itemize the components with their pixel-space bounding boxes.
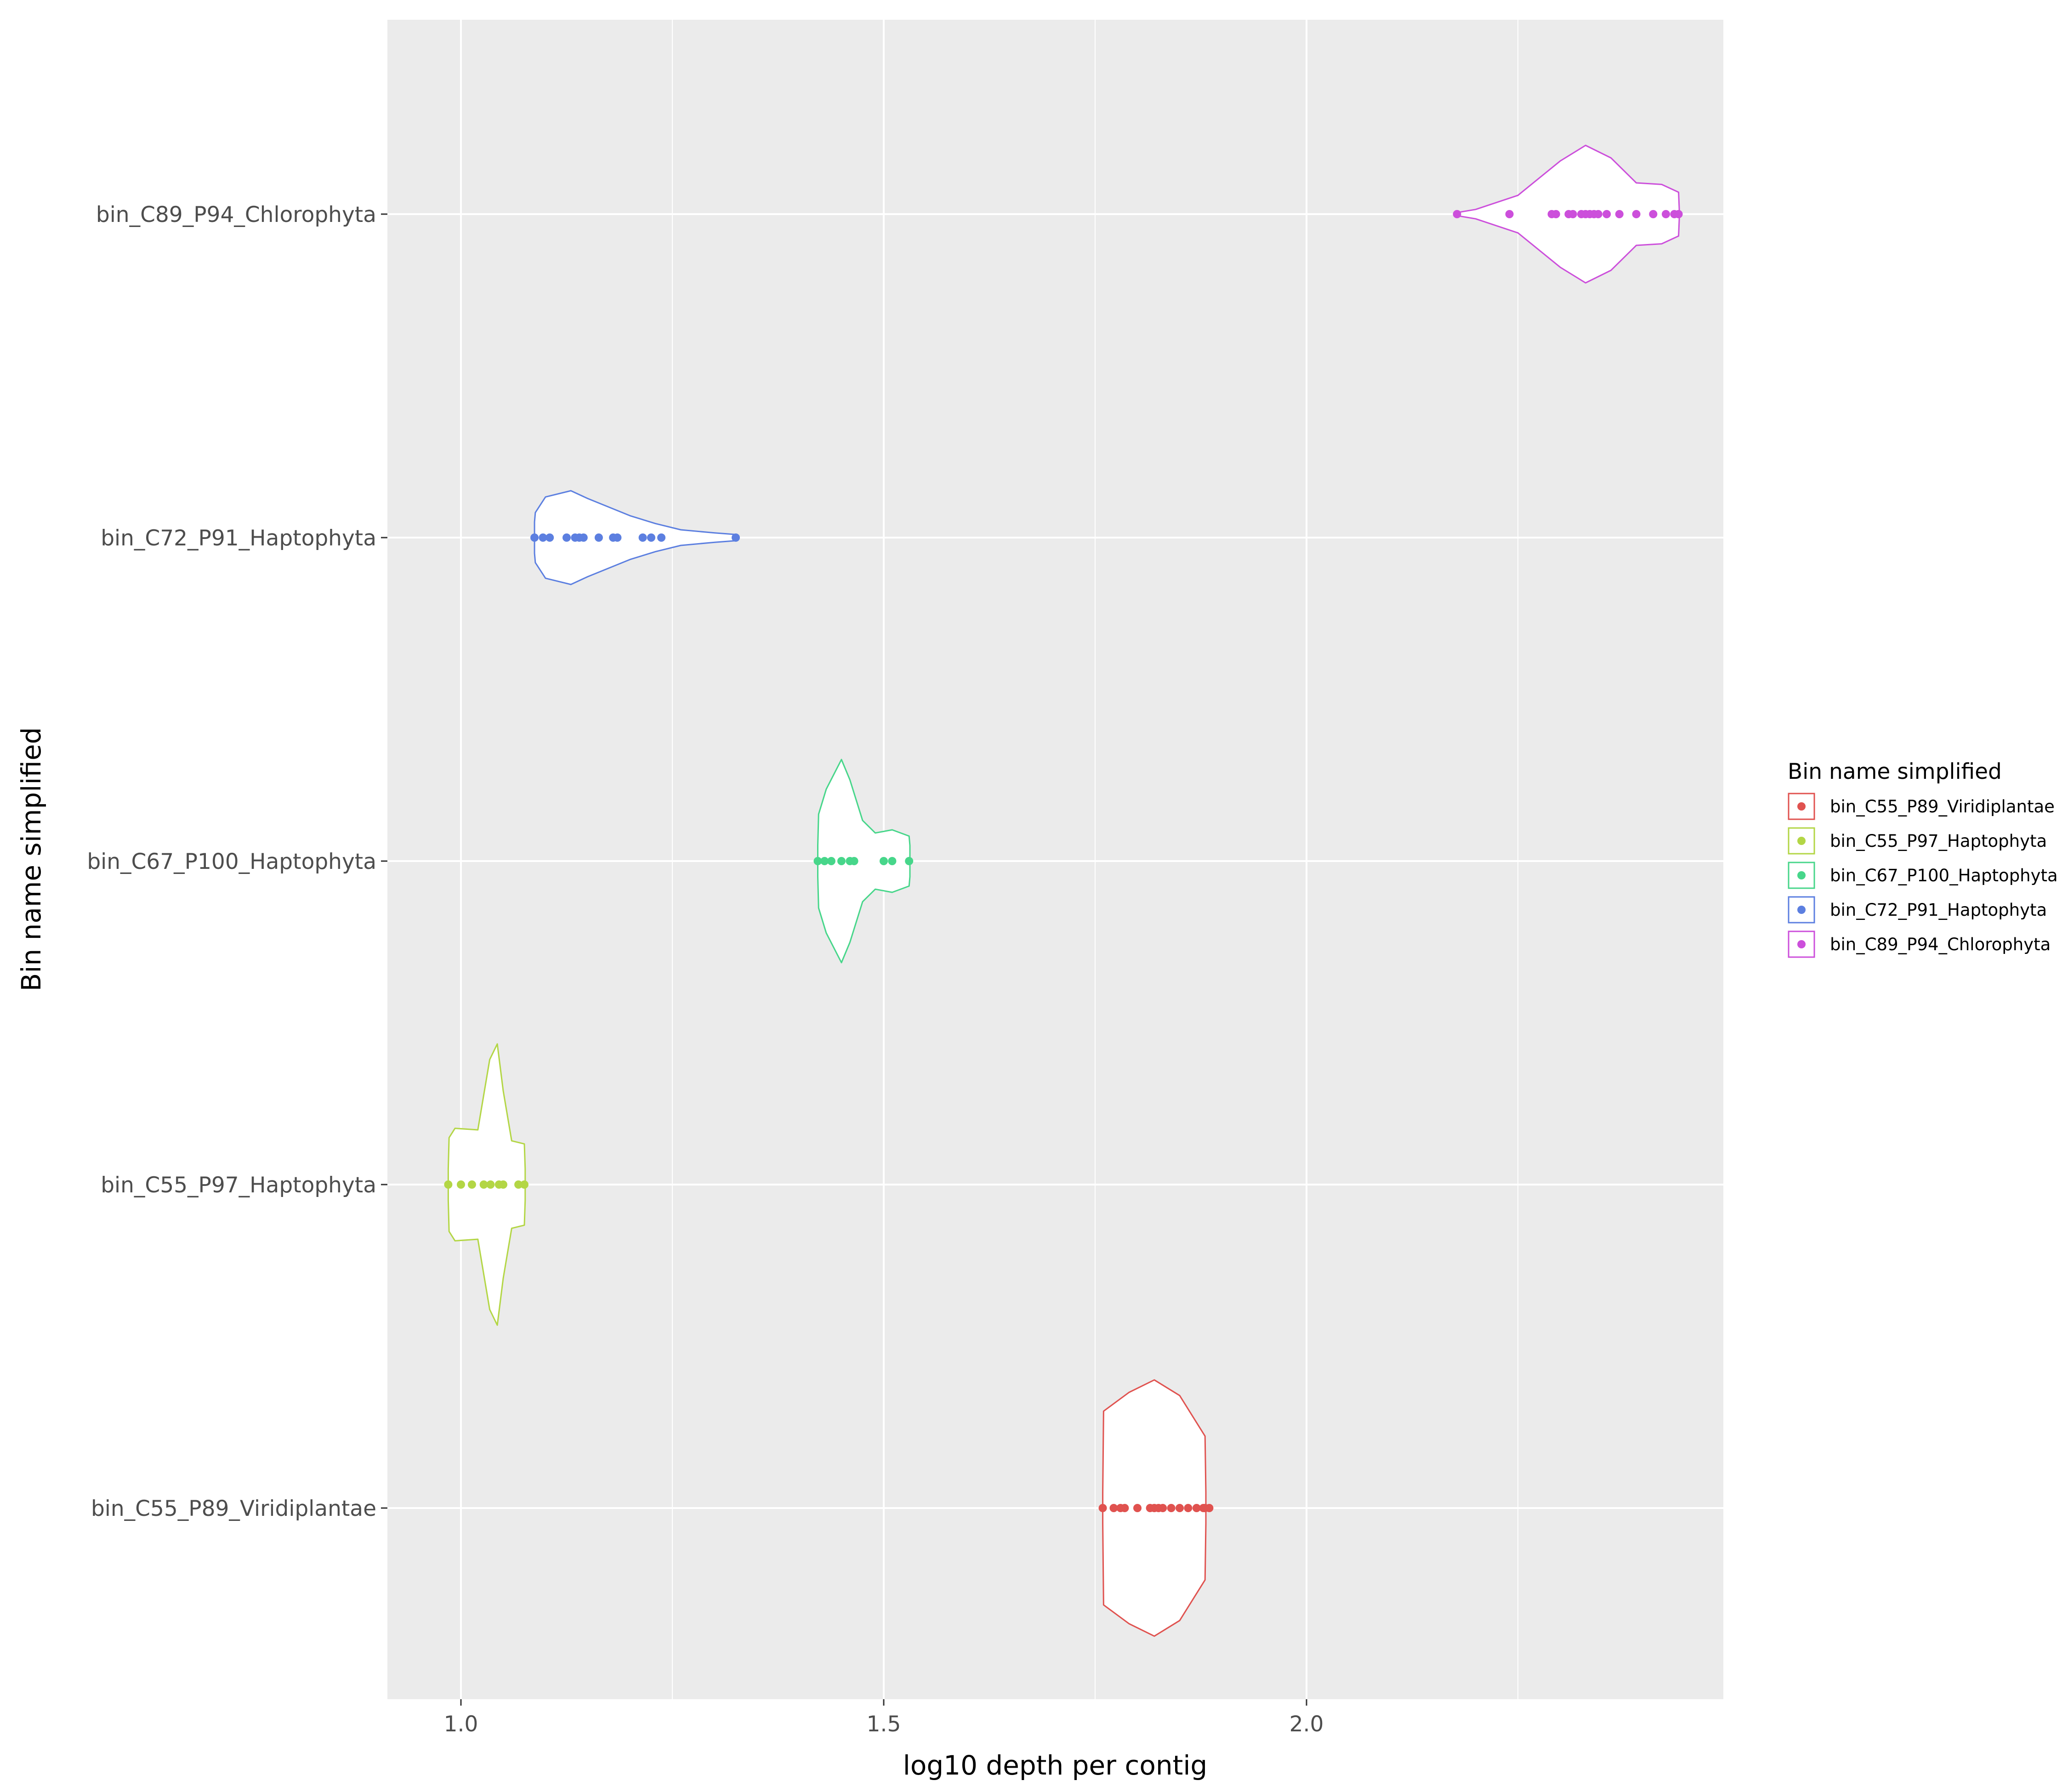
legend-key-point — [1797, 871, 1806, 879]
data-point-bin-c55-p89-viridiplantae — [1184, 1504, 1193, 1512]
legend: Bin name simplified bin_C55_P89_Viridipl… — [1788, 759, 2058, 958]
x-tick-label: 2.0 — [1290, 1712, 1324, 1737]
y-tick-label: bin_C55_P89_Viridiplantae — [91, 1496, 376, 1521]
data-point-bin-c89-p94-chlorophyta — [1674, 210, 1683, 218]
data-point-bin-c55-p89-viridiplantae — [1120, 1504, 1129, 1512]
data-point-bin-c55-p89-viridiplantae — [1176, 1504, 1184, 1512]
data-point-bin-c89-p94-chlorophyta — [1505, 210, 1514, 218]
data-point-bin-c72-p91-haptophyta — [562, 533, 571, 542]
legend-label: bin_C67_P100_Haptophyta — [1830, 866, 2058, 885]
legend-label: bin_C55_P89_Viridiplantae — [1830, 797, 2055, 817]
data-point-bin-c72-p91-haptophyta — [732, 533, 740, 542]
data-point-bin-c67-p100-haptophyta — [820, 857, 829, 865]
data-point-bin-c67-p100-haptophyta — [880, 857, 888, 865]
data-point-bin-c55-p89-viridiplantae — [1192, 1504, 1201, 1512]
data-point-bin-c55-p97-haptophyta — [444, 1180, 453, 1189]
y-axis-title: Bin name simplified — [16, 727, 47, 992]
data-point-bin-c67-p100-haptophyta — [837, 857, 846, 865]
data-point-bin-c89-p94-chlorophyta — [1594, 210, 1602, 218]
data-point-bin-c72-p91-haptophyta — [539, 533, 547, 542]
data-point-bin-c72-p91-haptophyta — [594, 533, 603, 542]
data-point-bin-c55-p89-viridiplantae — [1098, 1504, 1107, 1512]
data-point-bin-c72-p91-haptophyta — [638, 533, 647, 542]
legend-key-point — [1797, 802, 1806, 811]
legend-key-point — [1797, 940, 1806, 948]
data-point-bin-c72-p91-haptophyta — [647, 533, 655, 542]
data-point-bin-c55-p97-haptophyta — [479, 1180, 488, 1189]
data-point-bin-c72-p91-haptophyta — [530, 533, 539, 542]
data-point-bin-c67-p100-haptophyta — [813, 857, 822, 865]
data-point-bin-c55-p89-viridiplantae — [1167, 1504, 1176, 1512]
y-tick-label: bin_C55_P97_Haptophyta — [101, 1173, 376, 1198]
data-point-bin-c67-p100-haptophyta — [888, 857, 897, 865]
x-tick-label: 1.0 — [444, 1712, 478, 1737]
data-point-bin-c89-p94-chlorophyta — [1568, 210, 1577, 218]
data-point-bin-c55-p97-haptophyta — [467, 1180, 476, 1189]
legend-label: bin_C89_P94_Chlorophyta — [1830, 935, 2051, 954]
data-point-bin-c89-p94-chlorophyta — [1649, 210, 1658, 218]
data-point-bin-c89-p94-chlorophyta — [1602, 210, 1611, 218]
data-point-bin-c67-p100-haptophyta — [905, 857, 914, 865]
x-axis-title: log10 depth per contig — [903, 1750, 1208, 1781]
data-point-bin-c55-p89-viridiplantae — [1199, 1504, 1208, 1512]
plot-panel — [387, 20, 1723, 1699]
legend-key-point — [1797, 837, 1806, 845]
data-point-bin-c55-p97-haptophyta — [457, 1180, 465, 1189]
data-point-bin-c55-p89-viridiplantae — [1109, 1504, 1118, 1512]
violin-bin-c67-p100-haptophyta — [817, 759, 911, 964]
y-tick-label: bin_C72_P91_Haptophyta — [101, 526, 376, 551]
data-point-bin-c72-p91-haptophyta — [579, 533, 588, 542]
legend-title: Bin name simplified — [1788, 759, 2002, 784]
data-point-bin-c55-p89-viridiplantae — [1133, 1504, 1142, 1512]
data-point-bin-c67-p100-haptophyta — [850, 857, 858, 865]
y-tick-label: bin_C67_P100_Haptophyta — [87, 849, 376, 874]
data-point-bin-c72-p91-haptophyta — [545, 533, 554, 542]
data-point-bin-c67-p100-haptophyta — [827, 857, 835, 865]
legend-label: bin_C72_P91_Haptophyta — [1830, 900, 2047, 920]
legend-key-point — [1797, 906, 1806, 914]
legend-label: bin_C55_P97_Haptophyta — [1830, 831, 2047, 851]
data-point-bin-c55-p97-haptophyta — [514, 1180, 523, 1189]
data-point-bin-c89-p94-chlorophyta — [1551, 210, 1560, 218]
point-layer — [444, 210, 1683, 1512]
x-tick-label: 1.5 — [867, 1712, 901, 1737]
y-tick-label: bin_C89_P94_Chlorophyta — [96, 202, 376, 227]
data-point-bin-c89-p94-chlorophyta — [1453, 210, 1461, 218]
data-point-bin-c55-p97-haptophyta — [499, 1180, 507, 1189]
data-point-bin-c55-p89-viridiplantae — [1205, 1504, 1214, 1512]
data-point-bin-c89-p94-chlorophyta — [1632, 210, 1641, 218]
data-point-bin-c55-p97-haptophyta — [486, 1180, 495, 1189]
data-point-bin-c72-p91-haptophyta — [657, 533, 666, 542]
data-point-bin-c55-p97-haptophyta — [520, 1180, 528, 1189]
data-point-bin-c72-p91-haptophyta — [613, 533, 622, 542]
data-point-bin-c55-p89-viridiplantae — [1159, 1504, 1167, 1512]
data-point-bin-c89-p94-chlorophyta — [1615, 210, 1624, 218]
data-point-bin-c89-p94-chlorophyta — [1662, 210, 1670, 218]
axis-layer: 1.0 1.5 2.0 bin_C55_P89_Viridiplantae bin_C5… — [87, 202, 1324, 1737]
